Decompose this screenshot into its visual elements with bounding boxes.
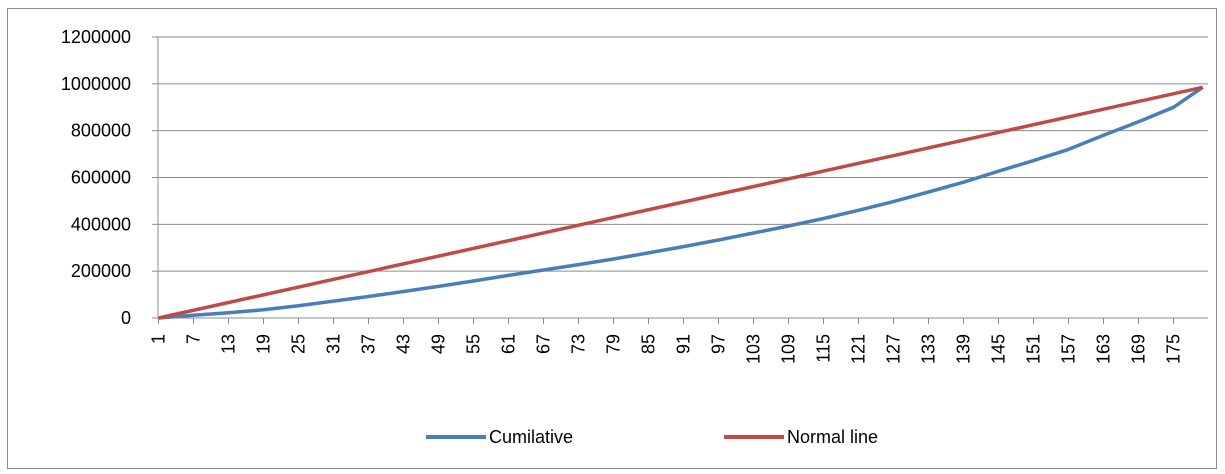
- legend: Cumilative Normal line: [426, 427, 878, 447]
- y-tick-label: 800000: [71, 121, 131, 141]
- x-tick-label: 169: [1129, 334, 1149, 364]
- x-tick-label: 19: [254, 334, 274, 354]
- x-tick-label: 145: [989, 334, 1009, 364]
- line-chart: 020000040000060000080000010000001200000 …: [61, 27, 1208, 447]
- x-axis-labels: 1 7 13 19 25 31 37 43 49 55 61 67 73 79 85 91 97 103 109 11…: [149, 334, 1184, 364]
- x-tick-label: 37: [359, 334, 379, 354]
- x-tick-label: 109: [779, 334, 799, 364]
- x-tick-label: 127: [884, 334, 904, 364]
- x-tick-label: 79: [604, 334, 624, 354]
- gridlines: [158, 36, 1208, 272]
- x-tick-label: 91: [674, 334, 694, 354]
- y-tick-label: 1000000: [61, 74, 131, 94]
- chart-area: 0 200000 400000 600000 800000 1000000 1200000 …: [7, 8, 1217, 469]
- series-line-normal-line: [158, 85, 1204, 320]
- x-tick-label: 7: [184, 334, 204, 344]
- y-tick-label: 1200000: [61, 27, 131, 47]
- y-tick-label: 600000: [71, 168, 131, 188]
- x-tick-label: 43: [394, 334, 414, 354]
- x-tick-label: 97: [709, 334, 729, 354]
- x-tick-label: 121: [849, 334, 869, 364]
- axes: [152, 36, 1208, 324]
- y-axis-labels: 0 200000 400000 600000 800000 1000000 1200000: [61, 27, 131, 328]
- x-tick-label: 175: [1164, 334, 1184, 364]
- series-lines: [158, 85, 1204, 320]
- x-tick-label: 103: [744, 334, 764, 364]
- x-tick-label: 151: [1024, 334, 1044, 364]
- x-tick-label: 73: [569, 334, 589, 354]
- x-tick-label: 115: [814, 334, 834, 363]
- legend-label: Cumilative: [489, 427, 573, 447]
- x-tick-label: 55: [464, 334, 484, 354]
- y-tick-label: 0: [121, 308, 131, 328]
- y-tick-label: 400000: [71, 214, 131, 234]
- y-tick-label: 200000: [71, 261, 131, 281]
- series-line-cumilative: [158, 85, 1204, 320]
- x-tick-label: 85: [639, 334, 659, 354]
- legend-label: Normal line: [787, 427, 878, 447]
- x-tick-label: 133: [919, 334, 939, 364]
- x-tick-label: 13: [219, 334, 239, 354]
- x-tick-label: 139: [954, 334, 974, 364]
- x-tick-label: 25: [289, 334, 309, 354]
- x-tick-label: 157: [1059, 334, 1079, 364]
- x-tick-label: 31: [324, 334, 344, 354]
- x-tick-label: 61: [499, 334, 519, 354]
- x-tick-label: 67: [534, 334, 554, 354]
- x-tick-label: 163: [1094, 334, 1114, 364]
- x-tick-label: 1: [149, 334, 169, 344]
- x-tick-label: 49: [429, 334, 449, 354]
